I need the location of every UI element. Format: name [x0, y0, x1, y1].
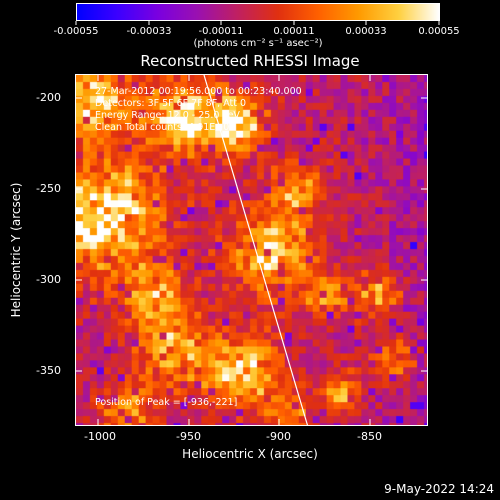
- overlay-energy-range: Energy Range: 12.0 - 25.0 keV: [95, 110, 240, 121]
- limb-line: [203, 75, 309, 425]
- colorbar-tick-label: -0.00033: [126, 26, 172, 37]
- colorbar: [76, 3, 440, 21]
- colorbar-units: (photons cm⁻² s⁻¹ asec⁻²): [193, 38, 323, 49]
- plot-datestamp: 9-May-2022 14:24: [384, 482, 494, 496]
- y-axis-label: Heliocentric Y (arcsec): [9, 182, 23, 318]
- plot-area: [75, 74, 428, 426]
- x-axis-label: Heliocentric X (arcsec): [182, 447, 318, 461]
- colorbar-tick-label: -0.00055: [53, 26, 99, 37]
- x-tick-label: -950: [176, 430, 201, 443]
- y-tick-label: -250: [36, 182, 61, 195]
- overlay-peak-position: Position of Peak = [-936,-221]: [95, 397, 238, 408]
- image-title: Reconstructed RHESSI Image: [140, 52, 360, 70]
- colorbar-tick-label: 0.00033: [345, 26, 387, 37]
- x-tick-label: -900: [266, 430, 291, 443]
- y-tick-label: -350: [36, 364, 61, 377]
- x-tick-label: -1000: [84, 430, 116, 443]
- overlay-counts: Clean Total counts: 4.91E+03: [95, 122, 236, 133]
- colorbar-tick-label: 0.00055: [418, 26, 460, 37]
- heatmap-image: [76, 75, 427, 425]
- colorbar-ticks: [75, 21, 440, 25]
- y-tick-label: -300: [36, 273, 61, 286]
- overlay-detectors: Detectors: 3F 5F 6F 7F 8F, Att 0: [95, 98, 247, 109]
- colorbar-tick-label: -0.00011: [198, 26, 244, 37]
- x-tick-label: -850: [357, 430, 382, 443]
- overlay-time-range: 27-Mar-2012 00:19:56.000 to 00:23:40.000: [95, 86, 302, 97]
- y-tick-label: -200: [36, 91, 61, 104]
- colorbar-tick-label: 0.00011: [273, 26, 315, 37]
